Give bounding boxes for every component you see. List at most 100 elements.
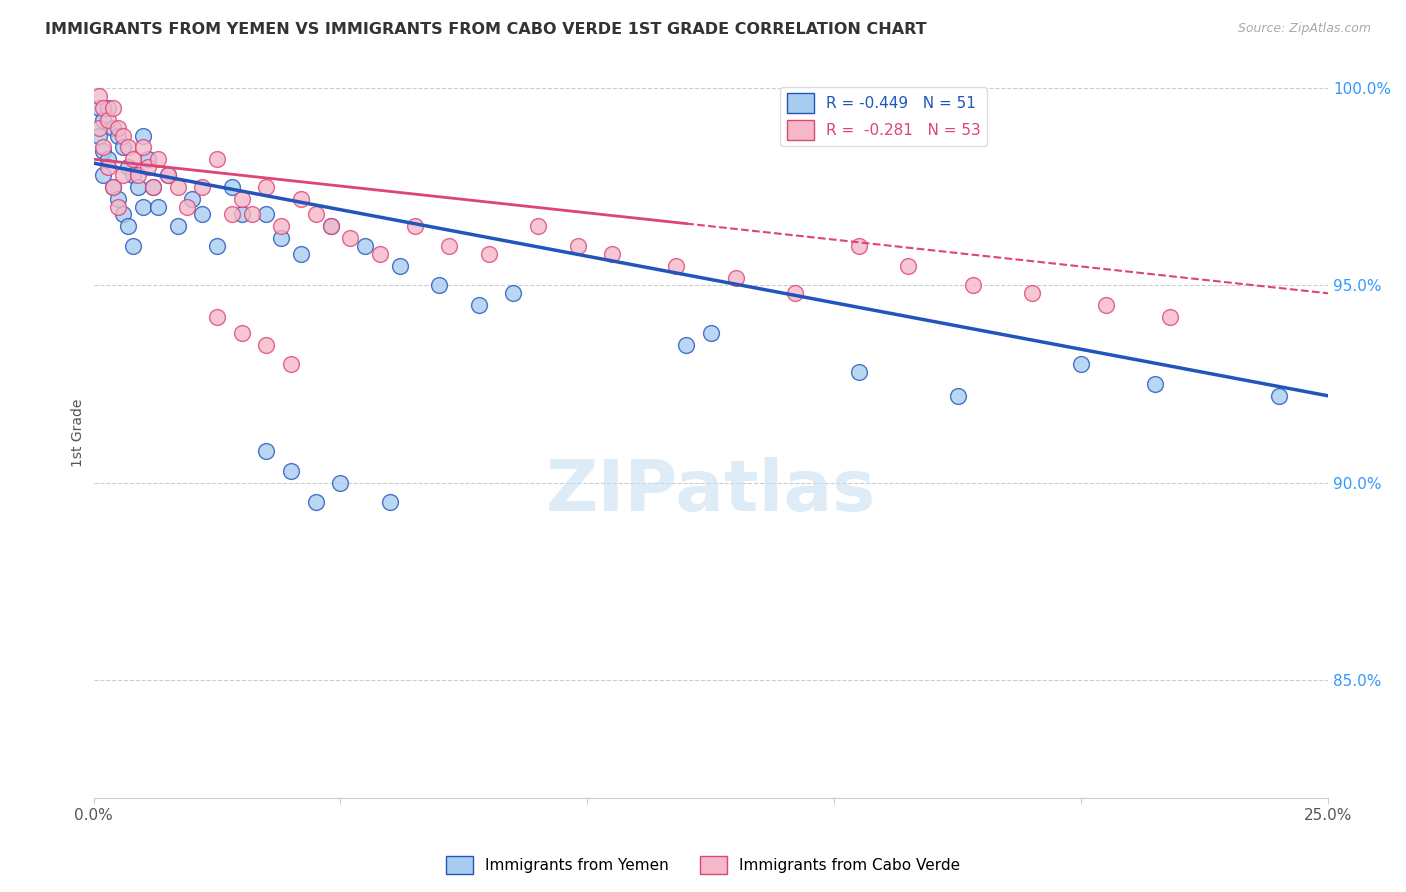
- Point: [93, 140, 115, 154]
- Point: [1070, 357, 1092, 371]
- Point: [142, 179, 165, 194]
- Point: [127, 179, 149, 194]
- Point: [166, 219, 188, 234]
- Point: [319, 219, 342, 234]
- Point: [567, 239, 589, 253]
- Point: [117, 160, 139, 174]
- Point: [270, 219, 292, 234]
- Point: [388, 259, 411, 273]
- Point: [946, 389, 969, 403]
- Point: [1267, 389, 1289, 403]
- Point: [848, 239, 870, 253]
- Point: [156, 168, 179, 182]
- Point: [107, 200, 129, 214]
- Point: [142, 179, 165, 194]
- Point: [97, 160, 120, 174]
- Point: [132, 128, 155, 143]
- Point: [156, 168, 179, 182]
- Point: [1144, 376, 1167, 391]
- Point: [700, 326, 723, 340]
- Point: [103, 101, 125, 115]
- Point: [146, 152, 169, 166]
- Point: [368, 247, 391, 261]
- Point: [290, 192, 312, 206]
- Point: [93, 112, 115, 127]
- Point: [254, 207, 277, 221]
- Point: [319, 219, 342, 234]
- Point: [166, 179, 188, 194]
- Point: [93, 145, 115, 159]
- Point: [132, 140, 155, 154]
- Point: [127, 168, 149, 182]
- Point: [527, 219, 550, 234]
- Point: [354, 239, 377, 253]
- Point: [254, 179, 277, 194]
- Text: IMMIGRANTS FROM YEMEN VS IMMIGRANTS FROM CABO VERDE 1ST GRADE CORRELATION CHART: IMMIGRANTS FROM YEMEN VS IMMIGRANTS FROM…: [45, 22, 927, 37]
- Point: [221, 207, 243, 221]
- Point: [122, 152, 145, 166]
- Point: [897, 259, 920, 273]
- Point: [87, 128, 110, 143]
- Text: Source: ZipAtlas.com: Source: ZipAtlas.com: [1237, 22, 1371, 36]
- Point: [87, 89, 110, 103]
- Point: [205, 310, 228, 324]
- Point: [231, 192, 253, 206]
- Point: [191, 179, 214, 194]
- Point: [107, 192, 129, 206]
- Point: [468, 298, 491, 312]
- Point: [231, 207, 253, 221]
- Legend: Immigrants from Yemen, Immigrants from Cabo Verde: Immigrants from Yemen, Immigrants from C…: [440, 850, 966, 880]
- Point: [93, 101, 115, 115]
- Point: [1095, 298, 1118, 312]
- Point: [427, 278, 450, 293]
- Text: ZIPatlas: ZIPatlas: [546, 458, 876, 526]
- Point: [181, 192, 204, 206]
- Point: [240, 207, 263, 221]
- Point: [87, 120, 110, 135]
- Point: [254, 444, 277, 458]
- Legend: R = -0.449   N = 51, R =  -0.281   N = 53: R = -0.449 N = 51, R = -0.281 N = 53: [780, 87, 987, 146]
- Point: [254, 337, 277, 351]
- Point: [93, 168, 115, 182]
- Point: [136, 152, 159, 166]
- Point: [502, 286, 524, 301]
- Point: [146, 200, 169, 214]
- Point: [107, 120, 129, 135]
- Point: [404, 219, 426, 234]
- Point: [122, 168, 145, 182]
- Point: [107, 128, 129, 143]
- Point: [305, 495, 328, 509]
- Point: [280, 464, 302, 478]
- Point: [305, 207, 328, 221]
- Point: [221, 179, 243, 194]
- Point: [136, 160, 159, 174]
- Point: [600, 247, 623, 261]
- Point: [205, 152, 228, 166]
- Point: [122, 239, 145, 253]
- Point: [675, 337, 697, 351]
- Point: [112, 128, 135, 143]
- Point: [783, 286, 806, 301]
- Point: [117, 219, 139, 234]
- Point: [724, 270, 747, 285]
- Point: [132, 200, 155, 214]
- Point: [112, 140, 135, 154]
- Point: [478, 247, 501, 261]
- Point: [1021, 286, 1043, 301]
- Point: [103, 179, 125, 194]
- Point: [112, 207, 135, 221]
- Point: [112, 168, 135, 182]
- Point: [87, 101, 110, 115]
- Point: [231, 326, 253, 340]
- Point: [378, 495, 401, 509]
- Point: [329, 475, 352, 490]
- Point: [962, 278, 984, 293]
- Point: [97, 101, 120, 115]
- Point: [848, 365, 870, 379]
- Point: [339, 231, 361, 245]
- Point: [97, 152, 120, 166]
- Point: [97, 112, 120, 127]
- Point: [290, 247, 312, 261]
- Point: [205, 239, 228, 253]
- Point: [176, 200, 198, 214]
